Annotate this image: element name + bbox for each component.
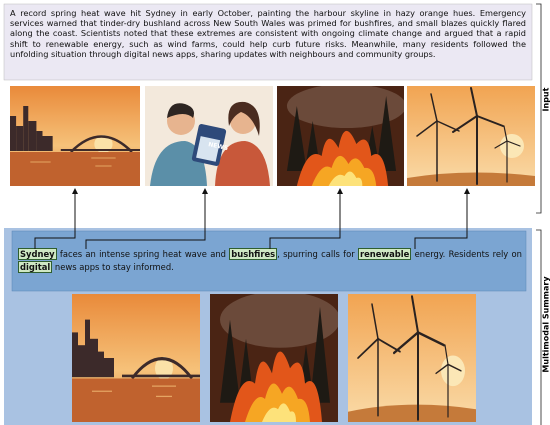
summary-segment: , spurring calls for: [277, 249, 358, 259]
summary-segment: news apps to stay informed.: [52, 262, 174, 272]
image-wind: [407, 86, 535, 186]
summary-keyword: digital: [18, 261, 52, 273]
input-label: Input: [542, 40, 550, 160]
side-brackets: [536, 4, 541, 425]
image-fire: [277, 84, 406, 186]
summary-keyword: bushfires: [229, 248, 277, 260]
summary-image-fire: [210, 291, 340, 422]
summary-keyword: Sydney: [18, 248, 57, 260]
illustrations: NEWS: [0, 0, 550, 425]
figure: NEWS A record spring heat wave hit Sydne…: [0, 0, 550, 425]
image-sunset: [10, 86, 140, 186]
image-news: [145, 86, 273, 186]
summary-image-sunset: [72, 294, 200, 422]
summary-keyword: renewable: [358, 248, 411, 260]
input-text: A record spring heat wave hit Sydney in …: [10, 8, 526, 59]
summary-text: Sydney faces an intense spring heat wave…: [18, 248, 522, 274]
summary-image-wind: [348, 294, 476, 422]
summary-segment: energy. Residents rely on: [411, 249, 522, 259]
summary-label: Multimodal Summary: [542, 265, 550, 385]
summary-segment: faces an intense spring heat wave and: [57, 249, 230, 259]
